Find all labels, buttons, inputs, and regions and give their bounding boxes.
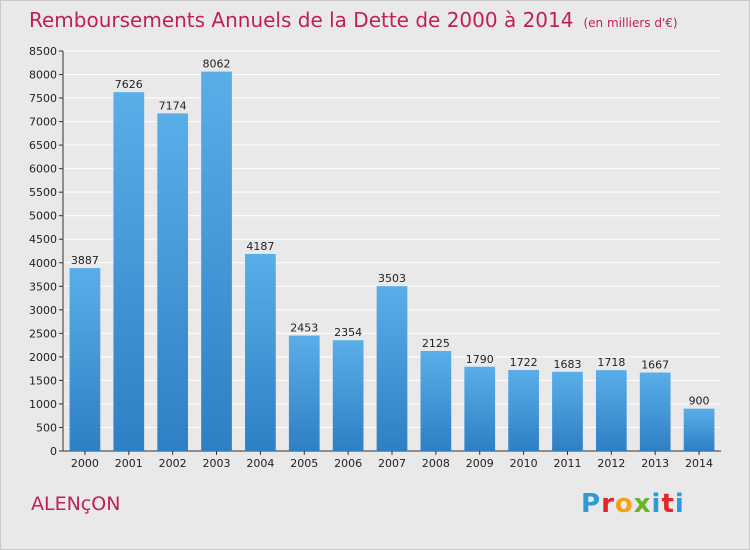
bar-2002 xyxy=(157,113,189,452)
bar-2006 xyxy=(332,340,364,451)
bar-2014 xyxy=(683,408,715,451)
y-tick-label: 2000 xyxy=(29,351,57,364)
x-tick-label: 2014 xyxy=(685,457,713,470)
x-tick-label: 2008 xyxy=(422,457,450,470)
data-label-2006: 2354 xyxy=(334,326,362,339)
y-tick-label: 3000 xyxy=(29,304,57,317)
bar-2001 xyxy=(113,92,145,452)
data-label-2003: 8062 xyxy=(203,58,231,71)
bar-2004 xyxy=(245,253,276,451)
data-label-2009: 1790 xyxy=(466,353,494,366)
bar-2013 xyxy=(639,372,671,451)
bar-2003 xyxy=(201,71,232,452)
y-tick-label: 6000 xyxy=(29,163,57,176)
y-tick-label: 500 xyxy=(36,421,57,434)
y-tick-label: 8500 xyxy=(29,45,57,58)
bar-2000 xyxy=(69,268,101,451)
x-tick-label: 2003 xyxy=(203,457,231,470)
x-tick-label: 2000 xyxy=(71,457,99,470)
data-label-2007: 3503 xyxy=(378,272,406,285)
y-tick-label: 1500 xyxy=(29,374,57,387)
subtitle-text: (en milliers d'€) xyxy=(583,16,678,30)
logo-letter: P xyxy=(581,489,602,519)
data-label-2010: 1722 xyxy=(510,356,538,369)
chart-title: Remboursements Annuels de la Dette de 20… xyxy=(29,8,678,32)
x-tick-label: 2007 xyxy=(378,457,406,470)
y-tick-label: 8000 xyxy=(29,69,57,82)
title-text: Remboursements Annuels de la Dette de 20… xyxy=(29,8,574,32)
bar-2009 xyxy=(464,366,496,451)
data-label-2011: 1683 xyxy=(553,358,581,371)
x-tick-label: 2006 xyxy=(334,457,362,470)
commune-name: ALENçON xyxy=(31,493,121,515)
logo-letter: t xyxy=(661,489,675,519)
data-label-2004: 4187 xyxy=(246,240,274,253)
data-label-2005: 2453 xyxy=(290,322,318,335)
logo-letter: i xyxy=(651,489,662,519)
y-tick-label: 2500 xyxy=(29,327,57,340)
logo-letter: i xyxy=(674,489,685,519)
logo-letter: o xyxy=(614,489,634,519)
x-tick-label: 2013 xyxy=(641,457,669,470)
data-label-2000: 3887 xyxy=(71,254,99,267)
logo-letter: r xyxy=(601,489,615,519)
bar-2007 xyxy=(376,286,408,451)
data-label-2012: 1718 xyxy=(597,356,625,369)
y-tick-label: 4500 xyxy=(29,233,57,246)
data-label-2008: 2125 xyxy=(422,337,450,350)
y-tick-label: 6500 xyxy=(29,139,57,152)
y-tick-label: 7500 xyxy=(29,92,57,105)
bar-2010 xyxy=(508,369,539,451)
y-tick-label: 5500 xyxy=(29,186,57,199)
y-tick-label: 0 xyxy=(50,445,57,458)
x-tick-label: 2002 xyxy=(159,457,187,470)
bar-2012 xyxy=(595,370,627,451)
bar-2011 xyxy=(552,371,583,451)
y-tick-label: 3500 xyxy=(29,280,57,293)
x-tick-label: 2005 xyxy=(290,457,318,470)
x-tick-label: 2001 xyxy=(115,457,143,470)
proxiti-logo: Proxiti xyxy=(581,489,685,519)
x-tick-label: 2011 xyxy=(553,457,581,470)
data-label-2001: 7626 xyxy=(115,78,143,91)
logo-letter: x xyxy=(633,489,652,519)
data-label-2014: 900 xyxy=(689,395,710,408)
x-tick-label: 2012 xyxy=(597,457,625,470)
y-tick-label: 5000 xyxy=(29,210,57,223)
x-tick-label: 2010 xyxy=(510,457,538,470)
bar-2005 xyxy=(288,335,320,451)
x-tick-label: 2004 xyxy=(246,457,274,470)
y-tick-label: 7000 xyxy=(29,116,57,129)
y-tick-label: 4000 xyxy=(29,257,57,270)
labels: 0 500 1000 1500 2000 2500 3000 3500 4000 4500 5000… xyxy=(29,45,713,470)
data-label-2013: 1667 xyxy=(641,359,669,372)
data-label-2002: 7174 xyxy=(159,99,187,112)
bar-2008 xyxy=(420,351,452,451)
bars xyxy=(69,71,715,452)
y-tick-label: 1000 xyxy=(29,398,57,411)
x-tick-label: 2009 xyxy=(466,457,494,470)
